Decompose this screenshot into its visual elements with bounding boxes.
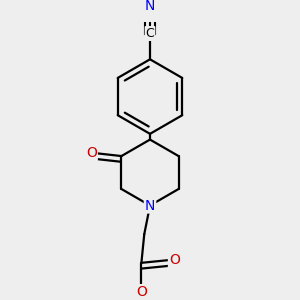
Text: O: O (86, 146, 97, 160)
Text: N: N (145, 199, 155, 212)
Text: O: O (169, 253, 180, 267)
Text: N: N (145, 0, 155, 13)
Text: O: O (136, 285, 147, 299)
Text: C: C (146, 27, 154, 40)
